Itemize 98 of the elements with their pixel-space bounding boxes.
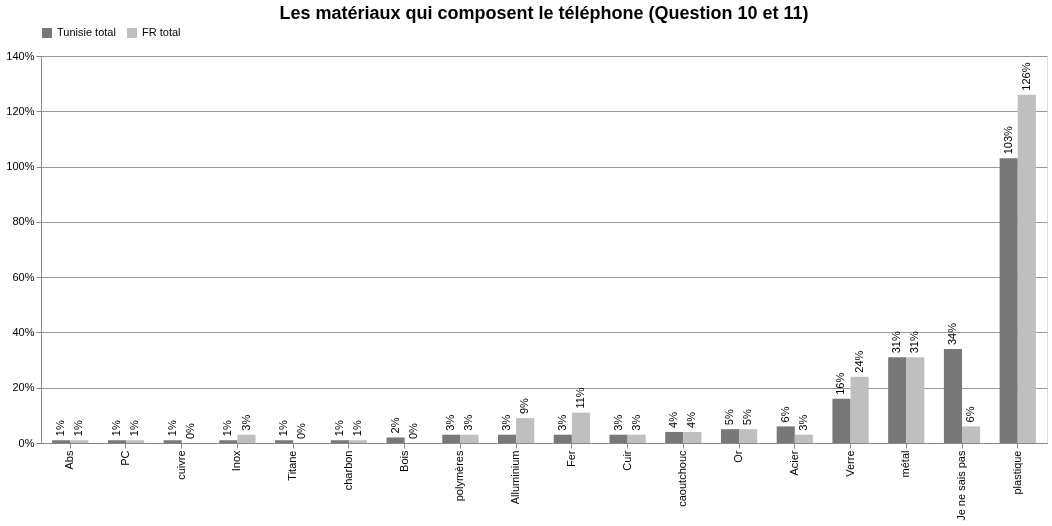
x-tick-label: Acier xyxy=(787,450,800,476)
data-label: 1% xyxy=(332,420,345,437)
x-tick-label: polymères xyxy=(453,450,466,502)
data-label: 0% xyxy=(183,422,196,439)
bar xyxy=(330,440,349,443)
bar xyxy=(460,434,479,443)
data-label: 1% xyxy=(128,420,141,437)
data-label: 3% xyxy=(611,414,624,431)
bar xyxy=(163,440,182,443)
data-label: 24% xyxy=(852,350,865,373)
bar xyxy=(348,440,368,443)
bar xyxy=(107,440,126,443)
legend-label: FR total xyxy=(142,26,181,38)
x-tick-label: Verre xyxy=(843,450,856,477)
x-tick-label: Or xyxy=(732,450,745,463)
data-label: 126% xyxy=(1019,62,1032,91)
bar xyxy=(665,431,684,443)
data-label: 1% xyxy=(277,420,290,437)
legend-label: Tunisie total xyxy=(57,26,116,38)
x-tick-label: cuivre xyxy=(174,450,187,480)
data-label: 2% xyxy=(388,417,401,434)
x-tick-label: Abs xyxy=(63,450,76,470)
data-label: 3% xyxy=(462,414,475,431)
data-label: 1% xyxy=(350,420,363,437)
bar xyxy=(943,349,963,443)
bar xyxy=(609,434,628,443)
bar xyxy=(776,426,795,443)
data-label: 4% xyxy=(685,411,698,428)
data-label: 3% xyxy=(796,414,809,431)
data-label: 31% xyxy=(908,331,921,354)
bar xyxy=(1017,94,1036,443)
x-tick-label: charbon xyxy=(341,450,354,491)
bar xyxy=(125,440,145,443)
data-label: 1% xyxy=(109,420,122,437)
y-tick-label: 20% xyxy=(12,381,35,394)
x-tick-label: caoutchouc xyxy=(676,450,689,507)
data-label: 1% xyxy=(54,420,67,437)
bar xyxy=(906,357,925,443)
data-label: 1% xyxy=(221,420,234,437)
chart-title: Les matériaux qui composent le téléphone (Question 10 et 11) xyxy=(279,3,809,23)
data-label: 5% xyxy=(741,409,754,426)
data-label: 6% xyxy=(964,406,977,423)
data-label: 3% xyxy=(444,414,457,431)
bar xyxy=(498,434,517,443)
data-label: 6% xyxy=(778,406,791,423)
bar xyxy=(275,440,294,443)
bar xyxy=(553,434,572,443)
data-label: 9% xyxy=(518,398,531,415)
bar xyxy=(52,440,71,443)
bar xyxy=(219,440,238,443)
y-tick-label: 100% xyxy=(6,160,35,173)
bar xyxy=(571,412,590,443)
bar xyxy=(739,429,758,443)
y-tick-label: 40% xyxy=(12,325,35,338)
y-tick-label: 60% xyxy=(12,270,35,283)
bar xyxy=(683,431,702,443)
bar xyxy=(237,434,256,443)
data-label: 103% xyxy=(1001,125,1014,155)
data-label: 0% xyxy=(406,422,419,439)
x-tick-label: Je ne sais pas xyxy=(955,450,968,521)
y-tick-label: 120% xyxy=(6,104,35,117)
data-label: 5% xyxy=(723,409,736,426)
bar xyxy=(627,434,646,443)
x-tick-label: métal xyxy=(899,450,912,478)
data-label: 0% xyxy=(295,422,308,439)
bar xyxy=(70,440,89,443)
data-label: 11% xyxy=(573,387,586,409)
y-tick-label: 80% xyxy=(12,215,35,228)
y-tick-label: 140% xyxy=(6,49,35,62)
x-tick-label: Cuir xyxy=(620,450,633,471)
data-label: 1% xyxy=(165,420,178,437)
x-tick-label: PC xyxy=(118,450,131,466)
bar xyxy=(442,434,461,443)
data-label: 4% xyxy=(667,411,680,428)
x-tick-label: Alluminium xyxy=(509,450,522,505)
bar xyxy=(888,357,907,443)
bar xyxy=(999,158,1018,443)
x-tick-label: Inox xyxy=(230,450,243,472)
data-label: 3% xyxy=(629,414,642,431)
y-tick-label: 0% xyxy=(18,436,35,449)
bar xyxy=(794,434,813,443)
x-tick-label: Bois xyxy=(397,450,410,472)
bar xyxy=(832,398,851,443)
data-label: 3% xyxy=(555,414,568,431)
x-tick-label: Fer xyxy=(564,450,577,467)
bar xyxy=(720,429,740,443)
data-label: 34% xyxy=(945,322,958,346)
data-label: 31% xyxy=(890,331,903,354)
data-label: 16% xyxy=(834,372,847,395)
bar xyxy=(516,418,535,443)
x-tick-label: Titane xyxy=(286,450,299,481)
x-tick-label: plastique xyxy=(1010,450,1023,495)
bar xyxy=(850,376,869,443)
data-label: 3% xyxy=(500,414,513,431)
data-label: 3% xyxy=(239,414,252,431)
bar xyxy=(962,426,981,443)
data-label: 1% xyxy=(72,420,85,437)
bar xyxy=(386,437,405,443)
